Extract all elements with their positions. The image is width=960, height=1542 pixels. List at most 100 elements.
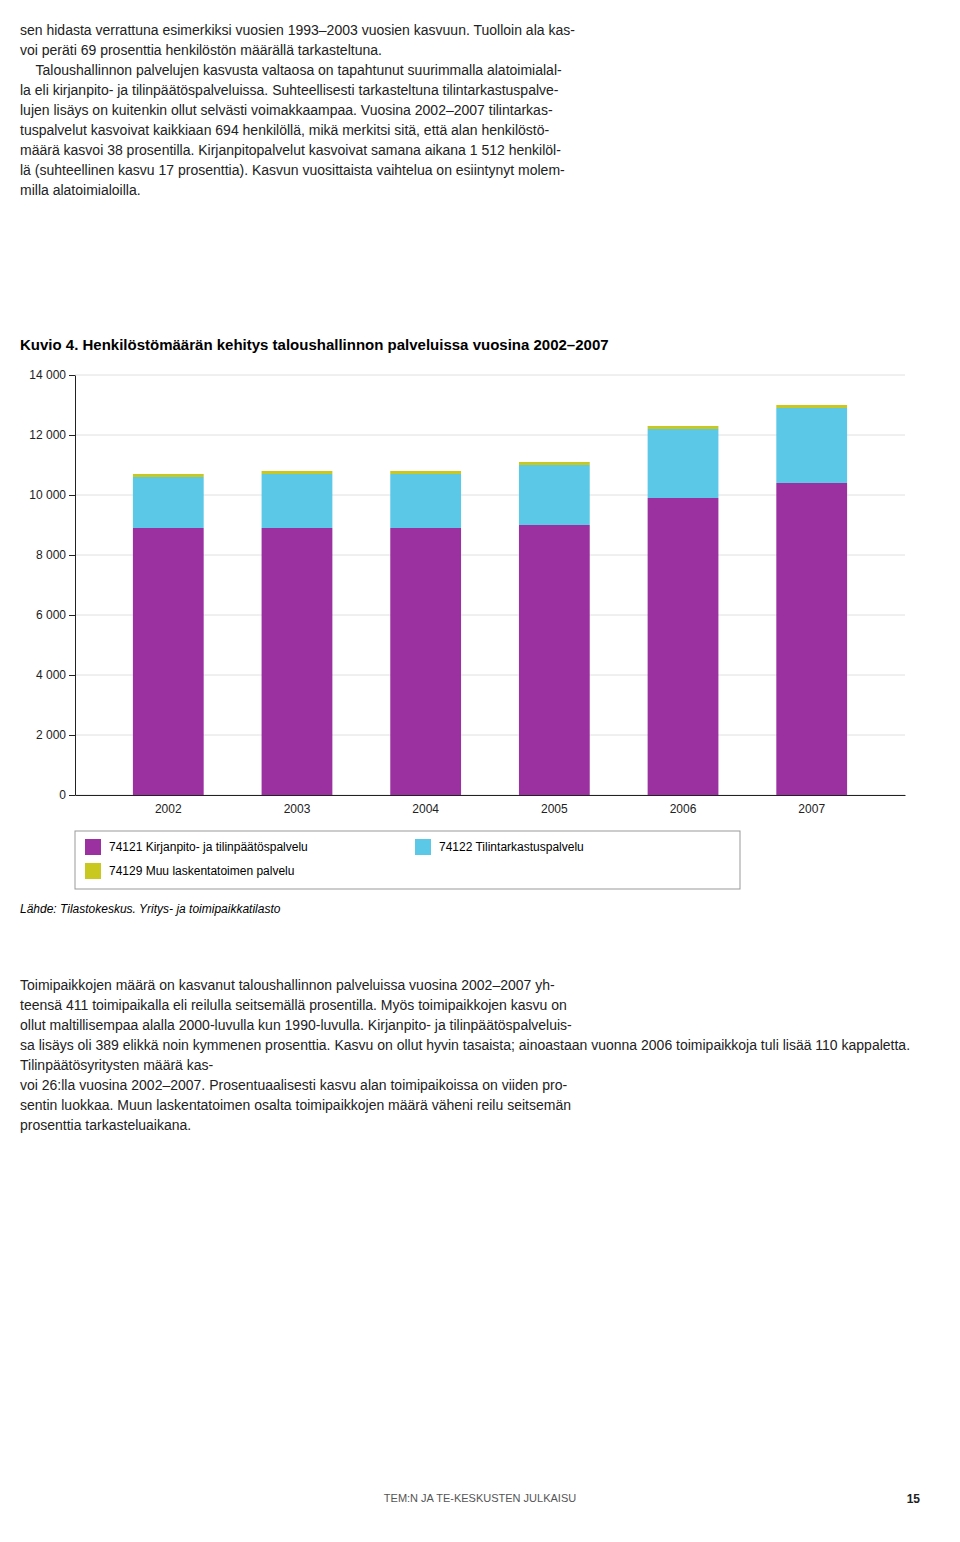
tick-mark bbox=[69, 735, 75, 736]
bar bbox=[133, 474, 204, 477]
bar bbox=[390, 528, 461, 795]
y-tick: 4 000 bbox=[36, 668, 75, 682]
tick-label: 4 000 bbox=[36, 668, 66, 682]
chart: Kuvio 4. Henkilöstömäärän kehitys talous… bbox=[0, 325, 960, 965]
paragraph-line: la eli kirjanpito- ja tilinpäätöspalvelu… bbox=[20, 80, 940, 100]
y-tick: 2 000 bbox=[36, 728, 75, 742]
bar bbox=[390, 471, 461, 474]
x-tick: 2004 bbox=[412, 795, 439, 816]
x-tick: 2003 bbox=[284, 795, 311, 816]
bar bbox=[519, 462, 590, 465]
legend-item: 74122 Tilintarkastuspalvelu bbox=[415, 839, 584, 855]
legend-box bbox=[75, 831, 740, 889]
tick-label: 0 bbox=[59, 788, 66, 802]
paragraph-line: sen hidasta verrattuna esimerkiksi vuosi… bbox=[20, 20, 940, 40]
paragraph-line: Taloushallinnon palvelujen kasvusta valt… bbox=[20, 60, 940, 80]
paragraph-line: voi peräti 69 prosenttia henkilöstön mää… bbox=[20, 40, 940, 60]
legend-label: 74122 Tilintarkastuspalvelu bbox=[439, 840, 584, 854]
legend: 74121 Kirjanpito- ja tilinpäätöspalvelu 7… bbox=[75, 831, 740, 889]
y-tick: 10 000 bbox=[29, 488, 75, 502]
tick-mark bbox=[69, 435, 75, 436]
legend-label: 74129 Muu laskentatoimen palvelu bbox=[109, 864, 294, 878]
bar-series bbox=[133, 405, 847, 477]
bar bbox=[262, 528, 333, 795]
legend-label: 74121 Kirjanpito- ja tilinpäätöspalvelu bbox=[109, 840, 308, 854]
y-tick: 0 bbox=[59, 788, 75, 802]
bar-series bbox=[133, 408, 847, 528]
y-tick: 6 000 bbox=[36, 608, 75, 622]
bar bbox=[648, 426, 719, 429]
bar bbox=[519, 465, 590, 525]
bar bbox=[519, 525, 590, 795]
x-tick: 2006 bbox=[670, 795, 697, 816]
tick-label: 2007 bbox=[798, 802, 825, 816]
bar bbox=[776, 405, 847, 408]
tick-label: 2006 bbox=[670, 802, 697, 816]
tick-mark bbox=[69, 495, 75, 496]
legend-swatch bbox=[85, 863, 101, 879]
grid-line bbox=[75, 375, 905, 376]
paragraph-line: tuspalvelut kasvoivat kaikkiaan 694 henk… bbox=[20, 120, 940, 140]
tick-label: 12 000 bbox=[29, 428, 66, 442]
tick-label: 2005 bbox=[541, 802, 568, 816]
paragraph-line: ollut maltillisempaa alalla 2000-luvulla… bbox=[20, 1015, 940, 1035]
tick-mark bbox=[69, 375, 75, 376]
paragraph-line: prosenttia tarkasteluaikana. bbox=[20, 1115, 940, 1135]
paragraph-line: määrä kasvoi 38 prosentilla. Kirjanpitop… bbox=[20, 140, 940, 160]
bar bbox=[390, 474, 461, 528]
axis-domain bbox=[76, 795, 906, 796]
tick-label: 10 000 bbox=[29, 488, 66, 502]
bar bbox=[133, 528, 204, 795]
legend-item: 74129 Muu laskentatoimen palvelu bbox=[85, 863, 294, 879]
tick-label: 2 000 bbox=[36, 728, 66, 742]
y-tick: 14 000 bbox=[29, 368, 75, 382]
paragraph-line: teensä 411 toimipaikalla eli reilulla se… bbox=[20, 995, 940, 1015]
paragraph-line: voi 26:lla vuosina 2002–2007. Prosentuaa… bbox=[20, 1075, 940, 1095]
bar bbox=[133, 477, 204, 528]
legend-swatch bbox=[415, 839, 431, 855]
text-above: sen hidasta verrattuna esimerkiksi vuosi… bbox=[20, 20, 940, 200]
bar-series bbox=[133, 483, 847, 795]
tick-label: 2004 bbox=[412, 802, 439, 816]
page: sen hidasta verrattuna esimerkiksi vuosi… bbox=[0, 0, 960, 1542]
paragraph-line: sentin luokkaa. Muun laskentatoimen osal… bbox=[20, 1095, 940, 1115]
tick-label: 2002 bbox=[155, 802, 182, 816]
bar bbox=[262, 474, 333, 528]
x-tick: 2005 bbox=[541, 795, 568, 816]
axis-domain bbox=[75, 376, 76, 796]
tick-mark bbox=[69, 615, 75, 616]
plot: 0 2 000 4 000 6 000 8 000 10 000 12 000 14 000 2… bbox=[29, 368, 905, 815]
x-axis: 2002 2003 2004 2005 2006 2007 bbox=[76, 795, 906, 816]
source: Lähde: Tilastokeskus. Yritys- ja toimipa… bbox=[20, 902, 281, 916]
y-tick: 12 000 bbox=[29, 428, 75, 442]
grid bbox=[75, 375, 905, 795]
legend-item: 74121 Kirjanpito- ja tilinpäätöspalvelu bbox=[85, 839, 308, 855]
tick-label: 8 000 bbox=[36, 548, 66, 562]
text-below: Toimipaikkojen määrä on kasvanut taloush… bbox=[20, 975, 940, 1135]
y-axis: 0 2 000 4 000 6 000 8 000 10 000 12 000 14 000 bbox=[29, 368, 75, 802]
bars bbox=[133, 405, 847, 795]
tick-label: 6 000 bbox=[36, 608, 66, 622]
legend-swatch bbox=[85, 839, 101, 855]
bar bbox=[776, 408, 847, 483]
footer-text: TEM:N JA TE-KESKUSTEN JULKAISU bbox=[0, 1492, 960, 1504]
tick-label: 2003 bbox=[284, 802, 311, 816]
paragraph-line: Toimipaikkojen määrä on kasvanut taloush… bbox=[20, 975, 940, 995]
tick-mark bbox=[69, 675, 75, 676]
paragraph-line: lujen lisäys on kuitenkin ollut selvästi… bbox=[20, 100, 940, 120]
paragraph-line: lä (suhteellinen kasvu 17 prosenttia). K… bbox=[20, 160, 940, 180]
bar bbox=[648, 498, 719, 795]
chart-title: Kuvio 4. Henkilöstömäärän kehitys talous… bbox=[20, 336, 609, 353]
bar bbox=[648, 429, 719, 498]
bar bbox=[262, 471, 333, 474]
paragraph-line: sa lisäys oli 389 elikkä noin kymmenen p… bbox=[20, 1035, 940, 1075]
tick-label: 14 000 bbox=[29, 368, 66, 382]
tick-mark bbox=[69, 795, 75, 796]
x-tick: 2007 bbox=[798, 795, 825, 816]
y-tick: 8 000 bbox=[36, 548, 75, 562]
bar bbox=[776, 483, 847, 795]
x-tick: 2002 bbox=[155, 795, 182, 816]
tick-mark bbox=[69, 555, 75, 556]
paragraph-line: milla alatoimialoilla. bbox=[20, 180, 940, 200]
page-number: 15 bbox=[907, 1492, 920, 1506]
